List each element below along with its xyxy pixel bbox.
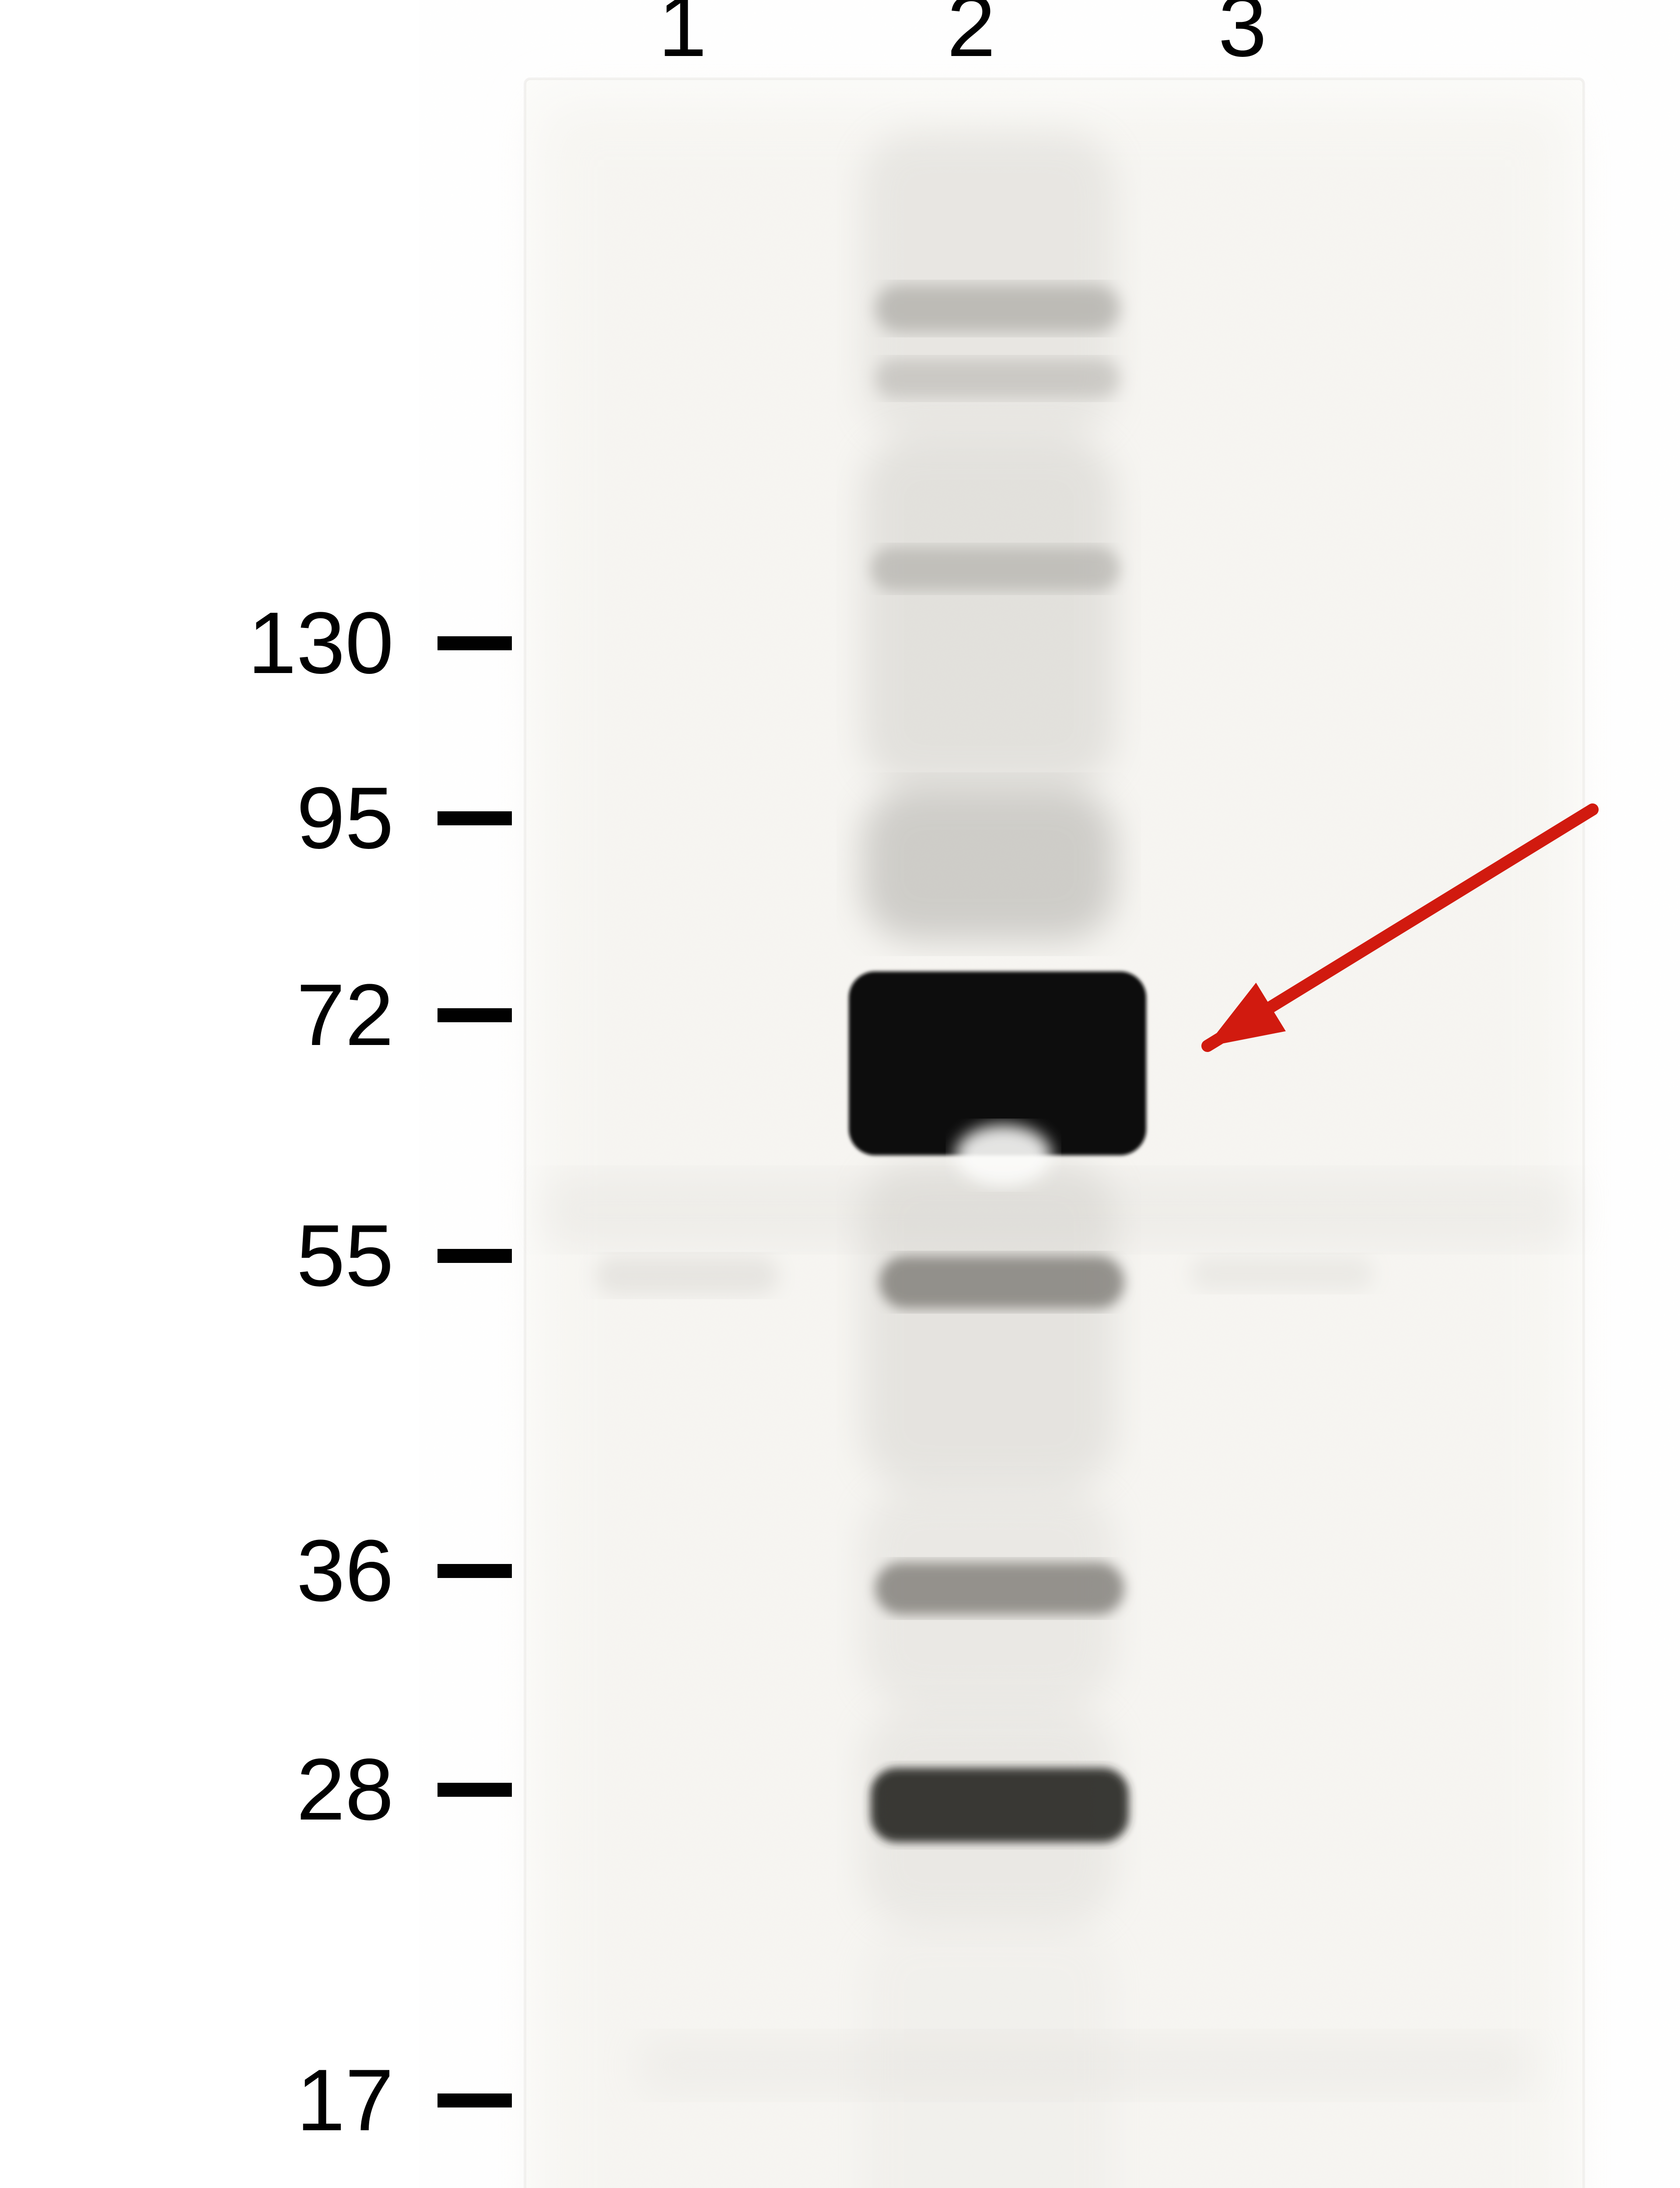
annotation-overlay: 12313095725536281711 [0,0,1680,2188]
pointer-arrow-icon [0,0,1680,2188]
western-blot-figure: 12313095725536281711 [0,0,1680,2188]
